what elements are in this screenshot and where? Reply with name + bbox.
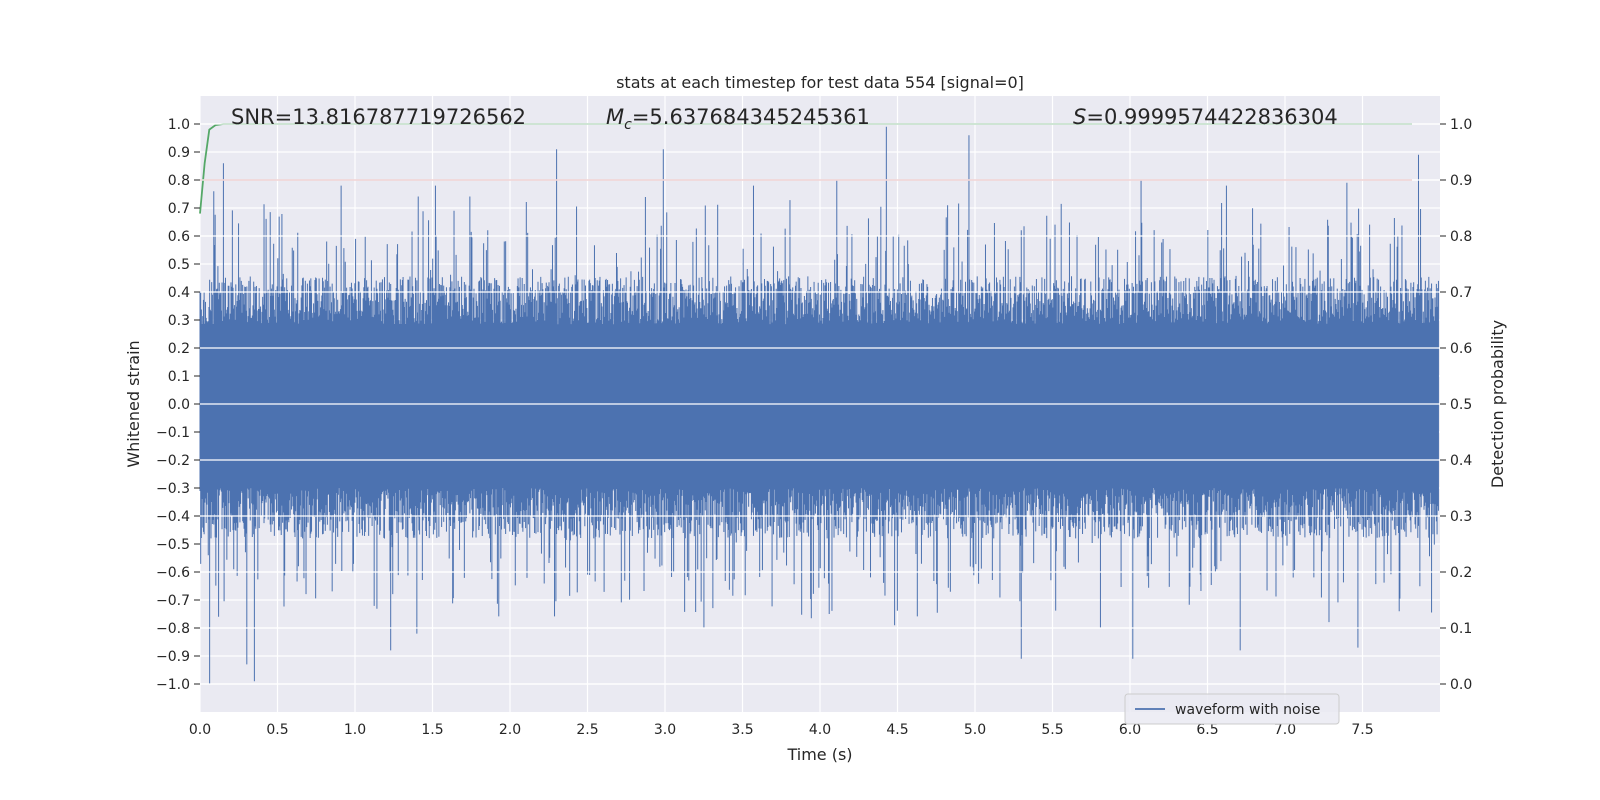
y-tick-label: −0.1: [156, 425, 190, 441]
y-tick-label: 0.0: [168, 397, 190, 413]
y2-tick-label: 0.7: [1450, 285, 1472, 301]
x-tick-label: 6.0: [1119, 722, 1141, 738]
x-tick-label: 5.5: [1041, 722, 1063, 738]
y-tick-label: −0.6: [156, 565, 190, 581]
x-tick-label: 3.0: [654, 722, 676, 738]
y2-tick-label: 0.3: [1450, 509, 1472, 525]
x-tick-label: 2.5: [576, 722, 598, 738]
s-value: =0.9999574422836304: [1086, 105, 1337, 129]
x-tick-label: 1.0: [344, 722, 366, 738]
y-tick-label: 0.2: [168, 341, 190, 357]
x-axis-label: Time (s): [786, 745, 852, 764]
y-tick-label: 0.8: [168, 173, 190, 189]
y-tick-label: −0.4: [156, 509, 190, 525]
x-tick-label: 6.5: [1196, 722, 1218, 738]
y-tick-label: −0.2: [156, 453, 190, 469]
x-axis-ticks: 0.0 0.5 1.0 1.5 2.0 2.5 3.0 3.5 4.0 4.5 5.0 5.5 6.0 6…: [189, 722, 1374, 738]
y-axis-ticks: 1.0 0.9 0.8 0.7 0.6 0.5 0.4 0.3 0.2 0.1 0.0 −0.1 −0.…: [156, 117, 200, 693]
x-tick-label: 4.5: [886, 722, 908, 738]
snr-annotation: SNR=13.816787719726562: [231, 105, 526, 129]
y-tick-label: 0.1: [168, 369, 190, 385]
x-tick-label: 7.5: [1351, 722, 1373, 738]
s-annotation: S=0.9999574422836304: [1073, 105, 1338, 129]
y-tick-label: −0.7: [156, 593, 190, 609]
y-tick-label: 0.3: [168, 313, 190, 329]
mc-subscript: c: [624, 117, 632, 133]
chirp-mass-annotation: Mc=5.637684345245361: [606, 105, 870, 133]
y2-tick-label: 0.2: [1450, 565, 1472, 581]
y2-tick-label: 0.5: [1450, 397, 1472, 413]
x-tick-label: 2.0: [499, 722, 521, 738]
y2-tick-label: 0.9: [1450, 173, 1472, 189]
y2-tick-label: 1.0: [1450, 117, 1472, 133]
y-tick-label: 0.9: [168, 145, 190, 161]
x-tick-label: 3.5: [731, 722, 753, 738]
s-symbol: S: [1073, 105, 1086, 129]
x-tick-label: 5.0: [964, 722, 986, 738]
y-tick-label: −1.0: [156, 677, 190, 693]
x-tick-label: 0.0: [189, 722, 211, 738]
legend-box: [1124, 693, 1340, 725]
y2-tick-label: 0.8: [1450, 229, 1472, 245]
y2-axis-label: Detection probability: [1488, 320, 1507, 488]
x-tick-label: 7.0: [1274, 722, 1296, 738]
y-tick-label: 1.0: [168, 117, 190, 133]
waveform-series: [199, 126, 1439, 684]
y-tick-label: −0.9: [156, 649, 190, 665]
y2-tick-label: 0.6: [1450, 341, 1472, 357]
y-tick-label: 0.7: [168, 201, 190, 217]
y2-tick-label: 0.1: [1450, 621, 1472, 637]
y-tick-label: 0.5: [168, 257, 190, 273]
x-tick-label: 4.0: [809, 722, 831, 738]
y2-axis-ticks: 1.0 0.9 0.8 0.7 0.6 0.5 0.4 0.3 0.2 0.1 0.0: [1440, 117, 1472, 693]
y-tick-label: −0.3: [156, 481, 190, 497]
y-axis-label: Whitened strain: [124, 340, 143, 467]
mc-value: =5.637684345245361: [632, 105, 870, 129]
y-tick-label: 0.4: [168, 285, 190, 301]
right-axis-grid: [200, 123, 1440, 685]
legend: waveform with noise: [1124, 693, 1340, 725]
x-tick-label: 1.5: [421, 722, 443, 738]
y-tick-label: −0.8: [156, 621, 190, 637]
y-tick-label: 0.6: [168, 229, 190, 245]
chart-title: stats at each timestep for test data 554…: [616, 73, 1024, 92]
y2-tick-label: 0.4: [1450, 453, 1472, 469]
x-tick-label: 0.5: [266, 722, 288, 738]
y-tick-label: −0.5: [156, 537, 190, 553]
y2-tick-label: 0.0: [1450, 677, 1472, 693]
mc-symbol: M: [606, 105, 624, 129]
legend-label: waveform with noise: [1175, 702, 1320, 718]
